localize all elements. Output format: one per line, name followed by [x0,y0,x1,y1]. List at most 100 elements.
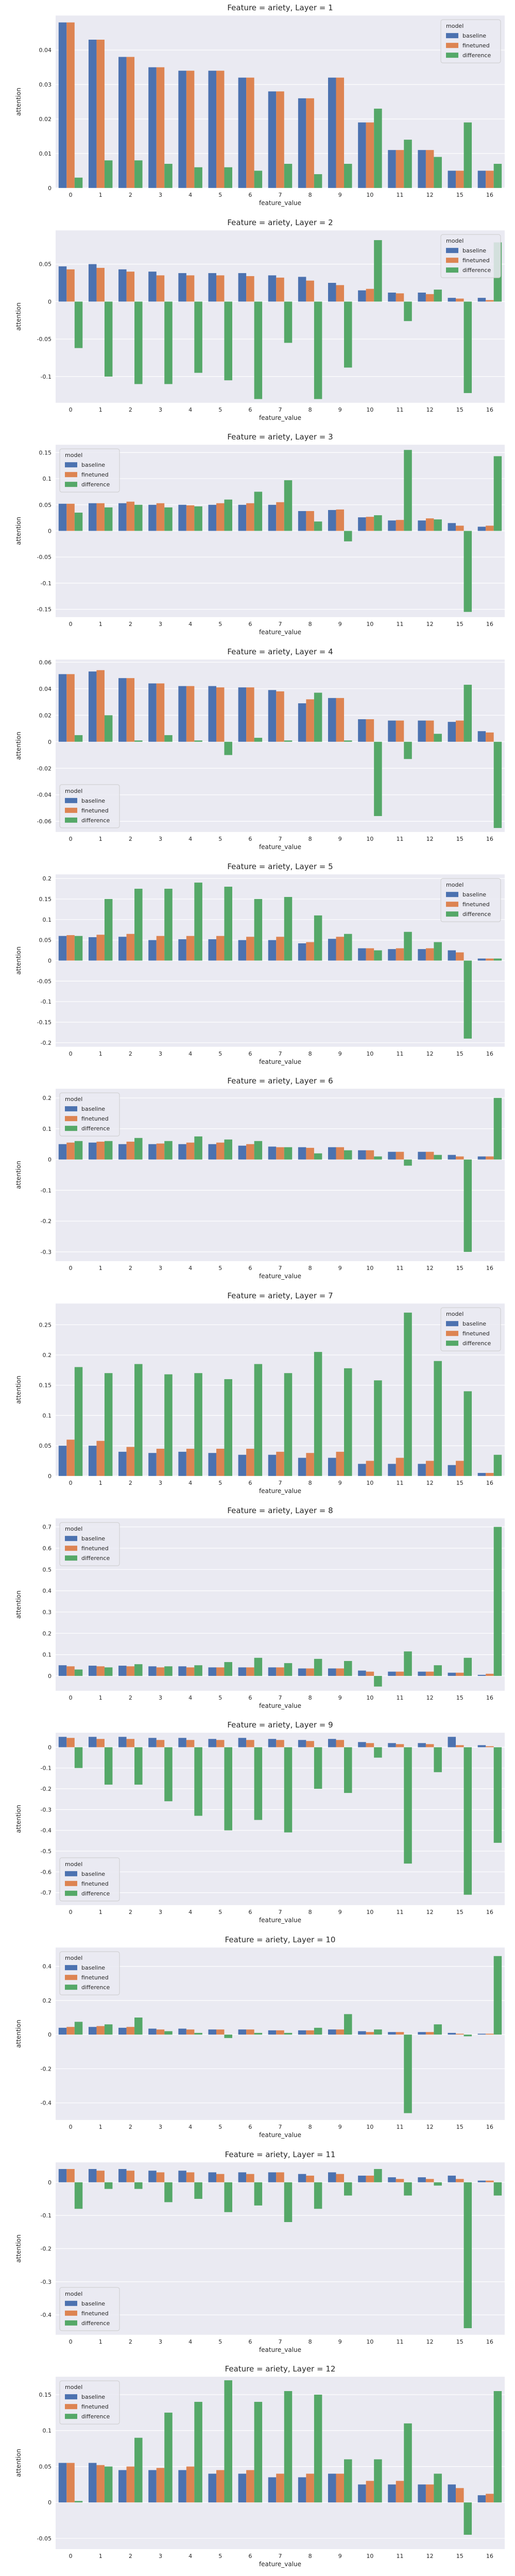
bar-finetuned-12 [425,1744,434,1748]
legend-label-difference: difference [81,2319,110,2326]
legend-title: model [65,1096,82,1103]
x-tick-label: 11 [397,1050,404,1057]
bar-finetuned-12 [425,2179,434,2182]
legend-title: model [65,1861,82,1868]
bar-baseline-15 [448,1465,456,1476]
bar-baseline-1 [88,2463,97,2503]
x-tick-label: 4 [188,2124,192,2130]
bar-difference-0 [74,1669,83,1676]
legend-swatch-difference [65,2414,77,2419]
bar-finetuned-7 [276,691,284,742]
x-tick-label: 15 [456,1480,464,1486]
bar-baseline-1 [88,1143,97,1160]
bar-difference-0 [74,2022,83,2035]
bar-finetuned-6 [246,2029,254,2035]
legend-swatch-difference [65,817,77,823]
bar-difference-8 [314,692,322,742]
bar-difference-11 [404,2035,412,2113]
bar-finetuned-3 [156,1740,165,1748]
y-tick-label: 0.05 [39,2464,52,2470]
x-tick-label: 7 [279,1480,282,1486]
bar-baseline-3 [148,2470,157,2503]
bar-difference-3 [164,2413,173,2503]
bar-difference-5 [224,741,232,755]
bar-finetuned-1 [96,1739,105,1748]
y-tick-label: 0 [48,1473,52,1480]
legend-swatch-difference [65,2320,77,2326]
x-tick-label: 9 [338,1909,342,1916]
bar-difference-0 [74,1747,83,1769]
bar-finetuned-5 [216,1667,225,1676]
legend-swatch-finetuned [446,43,458,48]
bar-baseline-7 [268,1667,277,1676]
legend-swatch-baseline [446,247,458,253]
bar-finetuned-8 [306,2175,314,2182]
y-tick-label: 0 [48,298,52,305]
bar-finetuned-16 [486,2494,494,2503]
bar-baseline-5 [208,2172,216,2182]
bar-difference-7 [284,163,293,188]
bar-finetuned-0 [66,1143,75,1160]
bar-finetuned-9 [336,510,345,531]
bar-difference-10 [374,1156,382,1160]
bar-baseline-16 [477,527,486,531]
x-tick-label: 5 [218,1265,222,1272]
bar-finetuned-12 [425,720,434,742]
bar-baseline-10 [358,122,366,188]
bar-baseline-2 [118,2027,127,2035]
bar-finetuned-2 [126,2466,135,2503]
bar-difference-3 [164,888,173,961]
bar-baseline-11 [388,1743,396,1748]
bar-baseline-5 [208,2029,216,2035]
y-tick-label: 0.05 [39,502,52,509]
bar-baseline-8 [298,943,306,961]
x-tick-label: 6 [248,1909,252,1916]
bar-difference-16 [493,2182,502,2196]
bar-finetuned-3 [156,275,165,302]
x-tick-label: 1 [99,192,102,198]
y-axis-label: attention [15,1805,22,1833]
x-tick-label: 11 [397,1694,404,1701]
y-tick-label: 0.15 [39,2392,52,2398]
legend-title: model [446,238,464,244]
legend: model baseline finetuned difference [440,878,501,922]
bar-finetuned-1 [96,2465,105,2503]
x-tick-label: 16 [486,1480,493,1486]
bar-finetuned-2 [126,57,135,188]
x-tick-label: 1 [99,1265,102,1272]
x-tick-label: 11 [397,2124,404,2130]
bar-difference-10 [374,2168,382,2182]
bar-baseline-3 [148,1144,157,1160]
y-tick-label: 0.7 [43,1523,52,1530]
bar-finetuned-2 [126,1447,135,1476]
bar-finetuned-11 [396,2179,404,2182]
bar-difference-9 [344,1150,352,1160]
bar-finetuned-0 [66,674,75,742]
legend: model baseline finetuned difference [59,784,120,828]
bar-baseline-10 [358,948,366,961]
y-axis-label: attention [15,2449,22,2477]
x-tick-label: 2 [129,2124,132,2130]
bar-difference-15 [464,1747,472,1895]
bar-finetuned-2 [126,1666,135,1676]
legend-label-finetuned: finetuned [81,1115,109,1122]
x-tick-label: 5 [218,406,222,413]
bar-difference-10 [374,240,382,302]
bar-finetuned-8 [306,2473,314,2503]
bar-baseline-2 [118,678,127,742]
x-tick-label: 6 [248,406,252,413]
bar-baseline-3 [148,2170,157,2182]
x-tick-label: 16 [486,836,493,842]
x-tick-label: 15 [456,1909,464,1916]
x-tick-label: 5 [218,2338,222,2345]
bar-difference-3 [164,1666,173,1676]
x-tick-label: 3 [159,621,162,628]
bar-finetuned-5 [216,2174,225,2182]
bar-difference-6 [254,2182,263,2206]
legend-label-difference: difference [462,1340,491,1347]
bar-difference-6 [254,1747,263,1820]
bar-finetuned-7 [276,1451,284,1476]
bar-finetuned-5 [216,503,225,531]
x-tick-label: 7 [279,621,282,628]
y-axis-label: attention [15,946,22,975]
